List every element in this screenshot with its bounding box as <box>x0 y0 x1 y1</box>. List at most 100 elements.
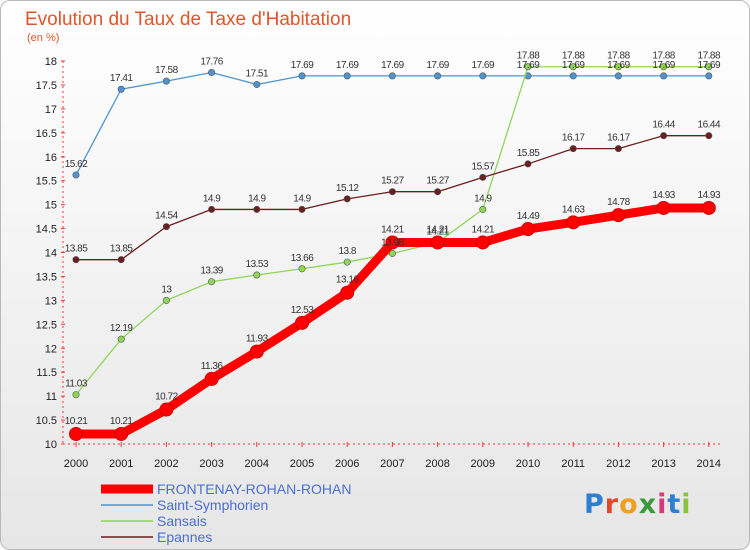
y-tick-label: 10 <box>45 439 57 451</box>
data-point <box>298 265 306 273</box>
data-label: 14.63 <box>562 204 585 215</box>
data-point <box>162 296 170 304</box>
data-label: 17.69 <box>381 60 404 71</box>
data-label: 12.53 <box>291 305 314 316</box>
data-point <box>385 235 400 250</box>
data-label: 17.88 <box>698 51 721 62</box>
y-tick-label: 11 <box>46 391 57 403</box>
data-point <box>521 222 535 237</box>
data-label: 17.69 <box>652 60 675 71</box>
data-point <box>72 256 80 264</box>
data-point <box>208 205 216 213</box>
data-label: 17.69 <box>336 60 359 71</box>
data-point <box>253 205 261 213</box>
data-label: 14.21 <box>426 224 449 235</box>
data-point <box>614 145 622 153</box>
logo-letter: P <box>584 489 605 520</box>
data-label: 17.69 <box>426 60 449 71</box>
data-point <box>114 426 129 441</box>
data-label: 11.36 <box>201 361 224 372</box>
data-label: 17.76 <box>200 56 223 67</box>
data-label: 15.85 <box>517 148 540 159</box>
data-label: 17.69 <box>607 60 630 71</box>
data-label: 13 <box>161 284 172 295</box>
data-label: 11.03 <box>65 379 88 390</box>
data-point <box>569 63 577 71</box>
data-point <box>253 80 261 88</box>
x-tick-label: 2005 <box>290 458 314 470</box>
legend-label: Saint-Symphorien <box>157 497 268 513</box>
data-labels: 15.62 17.41 17.58 17.76 17.51 17.69 17.69 17.69… <box>65 51 722 427</box>
y-tick-label: 17.5 <box>36 80 57 92</box>
data-label: 13.66 <box>291 253 314 264</box>
data-point <box>253 271 261 279</box>
y-tick-label: 12 <box>45 343 57 355</box>
data-point <box>208 68 216 76</box>
x-tick-label: 2000 <box>64 458 88 470</box>
data-point <box>524 63 532 71</box>
data-point <box>295 315 309 330</box>
y-tick-label: 15 <box>45 200 57 212</box>
data-point <box>249 344 264 359</box>
data-label: 13.85 <box>110 244 133 255</box>
data-point <box>569 145 577 153</box>
data-point <box>72 171 80 179</box>
data-point <box>388 249 396 257</box>
data-point <box>479 72 487 80</box>
data-label: 17.58 <box>155 65 178 76</box>
data-point <box>475 235 490 250</box>
data-label: 13.8 <box>338 246 356 257</box>
data-label: 16.17 <box>562 133 585 144</box>
x-tick-label: 2008 <box>425 458 449 470</box>
data-point <box>479 173 487 181</box>
data-label: 14.9 <box>248 193 266 204</box>
data-point <box>569 72 577 80</box>
data-label: 15.27 <box>381 176 404 187</box>
legend-label: FRONTENAY-ROHAN-ROHAN <box>157 481 351 497</box>
y-tick-label: 11.5 <box>36 367 57 379</box>
data-point <box>159 402 174 417</box>
data-point <box>343 72 351 80</box>
data-point <box>388 72 396 80</box>
x-tick-labels: 2000 2001 2002 2003 2004 2005 2006 2007 2008 2009… <box>64 442 721 470</box>
y-tick-labels: 10 10.5 11 11.5 12 12.5 13 13.5 14 14.5 15 15.5 16 16… <box>36 56 65 451</box>
data-label: 14.93 <box>698 190 721 201</box>
data-point <box>701 200 716 215</box>
y-tick-label: 18 <box>45 56 57 68</box>
x-tick-label: 2006 <box>335 458 359 470</box>
x-tick-label: 2011 <box>561 458 585 470</box>
data-point <box>705 72 713 80</box>
legend: FRONTENAY-ROHAN-ROHANSaint-SymphorienSan… <box>101 481 351 545</box>
data-point <box>660 132 668 140</box>
data-label: 17.88 <box>652 51 675 62</box>
y-tick-label: 16 <box>45 152 57 164</box>
data-label: 10.21 <box>65 416 88 427</box>
x-tick-label: 2002 <box>154 458 178 470</box>
y-tick-label: 13 <box>45 295 57 307</box>
data-point <box>656 200 671 215</box>
data-point <box>524 160 532 168</box>
data-point <box>434 72 442 80</box>
data-label: 16.44 <box>698 120 721 131</box>
x-tick-label: 2009 <box>471 458 495 470</box>
data-label: 15.27 <box>426 176 449 187</box>
series-line-0 <box>75 71 709 176</box>
data-label: 14.54 <box>155 211 178 222</box>
data-label: 17.88 <box>562 51 585 62</box>
data-label: 17.41 <box>110 73 133 84</box>
x-tick-label: 2014 <box>697 458 721 470</box>
data-label: 17.88 <box>517 51 540 62</box>
y-tick-label: 13.5 <box>36 271 57 283</box>
data-point <box>69 426 83 441</box>
y-tick-label: 17 <box>45 104 57 116</box>
data-label: 13.85 <box>65 244 88 255</box>
x-tick-label: 2003 <box>199 458 223 470</box>
data-point <box>162 223 170 231</box>
data-label: 14.21 <box>381 224 404 235</box>
data-label: 11.93 <box>246 334 269 345</box>
x-tick-label: 2004 <box>245 458 269 470</box>
data-label: 14.9 <box>474 193 492 204</box>
data-point <box>204 371 219 386</box>
data-label: 12.19 <box>110 323 133 334</box>
